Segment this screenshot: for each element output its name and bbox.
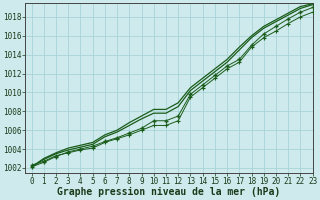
X-axis label: Graphe pression niveau de la mer (hPa): Graphe pression niveau de la mer (hPa) bbox=[57, 187, 281, 197]
